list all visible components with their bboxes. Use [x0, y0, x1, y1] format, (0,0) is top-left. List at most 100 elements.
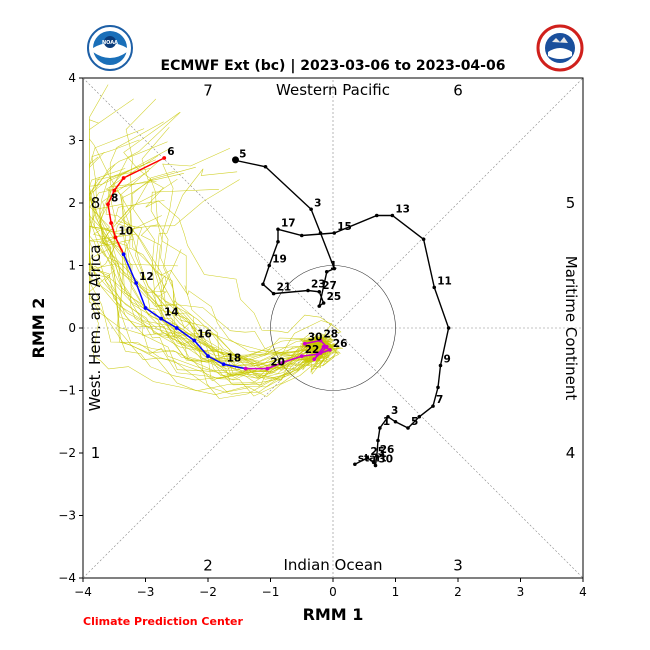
ensemble-member-line [150, 189, 325, 397]
forecast-point-label: 8 [111, 192, 118, 204]
forecast-mean-point [192, 338, 197, 343]
observed-point-label: 30 [379, 454, 394, 466]
observed-point-label: 7 [436, 394, 443, 406]
forecast-point-label: 12 [139, 271, 154, 283]
y-tick-label: 4 [68, 71, 76, 85]
x-tick-label: −3 [137, 585, 155, 599]
x-tick-label: −2 [199, 585, 217, 599]
region-label-right: Maritime Continent [562, 256, 580, 401]
observed-point-label: 25 [327, 291, 342, 303]
forecast-mean-segment [304, 339, 321, 345]
forecast-mean-point [143, 306, 148, 310]
observed-point [261, 282, 265, 287]
observed-point-label: 23 [311, 279, 326, 291]
observed-point [318, 231, 323, 235]
observed-point [406, 426, 410, 430]
ensemble-member-line [110, 170, 320, 395]
forecast-mean-segment [114, 237, 125, 255]
forecast-mean-point [327, 347, 332, 352]
forecast-mean-point [121, 252, 126, 257]
forecast-point-label: 20 [270, 357, 285, 369]
observed-point [386, 414, 390, 419]
observed-point [309, 207, 313, 212]
ensemble-member-line [89, 269, 338, 395]
observed-point [232, 156, 239, 164]
y-tick-label: 1 [68, 259, 76, 273]
forecast-mean-point [318, 338, 323, 343]
observed-point-label: 11 [437, 275, 452, 287]
observed-point-label: 1 [330, 260, 337, 272]
observed-point-label: 15 [337, 221, 352, 233]
forecast-mean-point [321, 344, 326, 349]
y-tick-label: −3 [58, 509, 76, 523]
observed-point [317, 304, 322, 308]
observed-point [432, 285, 437, 290]
observed-point [393, 419, 398, 424]
observed-point [317, 289, 322, 294]
forecast-mean-segment [193, 340, 209, 357]
observed-point-label: 19 [272, 254, 287, 266]
forecast-mean-segment [135, 282, 147, 309]
ensemble-member-line [154, 168, 321, 363]
observed-point [438, 363, 443, 368]
observed-point [374, 213, 379, 218]
observed-point [332, 266, 337, 271]
phase-number-label: 1 [91, 444, 101, 462]
observed-point [276, 239, 280, 244]
phase-number-label: 3 [453, 557, 463, 575]
phase-number-label: 4 [566, 444, 576, 462]
y-tick-label: −1 [58, 384, 76, 398]
observed-point-label: 3 [391, 405, 398, 417]
forecast-point-label: 18 [227, 352, 242, 364]
forecast-mean-point [281, 360, 285, 365]
observed-point [371, 460, 376, 465]
tracks [106, 156, 451, 468]
region-label-left: West. Hem. and Africa [86, 245, 104, 412]
observed-point-label: 9 [444, 354, 451, 366]
observed-point-label: start [358, 452, 387, 464]
observed-point [374, 454, 379, 458]
forecast-mean-point [121, 176, 126, 180]
observed-point-label: 17 [281, 217, 296, 229]
x-tick-label: −4 [74, 585, 92, 599]
national-weather-service-logo [536, 24, 584, 72]
observed-point-label: 5 [411, 416, 418, 428]
forecast-mean-point [134, 281, 139, 285]
observed-point-label: 13 [395, 204, 410, 216]
forecast-mean-segment [145, 307, 162, 320]
forecast-mean-segment [113, 177, 125, 191]
forecast-point-label: 16 [197, 329, 212, 341]
observed-point-label: 27 [322, 280, 337, 292]
observed-point-label: 25 [370, 446, 385, 458]
x-tick-label: 0 [329, 585, 337, 599]
forecast-mean-segment [107, 190, 115, 205]
observed-point [276, 227, 280, 232]
observed-point [267, 263, 272, 268]
forecast-mean-segment [160, 317, 178, 329]
forecast-point-label: 26 [333, 338, 348, 350]
forecast-point-label: 28 [324, 329, 339, 341]
observed-point [417, 414, 422, 419]
forecast-mean-point [106, 202, 110, 207]
ensemble-member-line [121, 173, 335, 369]
observed-point-label: 1 [383, 416, 390, 428]
phase-labels: 7 68 51 42 3 [91, 82, 576, 575]
forecast-mean-segment [207, 355, 224, 365]
ensemble-member-line [89, 168, 334, 359]
forecast-mean-segment [301, 353, 318, 357]
forecast-point-label: 6 [167, 146, 174, 158]
observed-point [378, 426, 382, 430]
forecast-mean-point [206, 354, 210, 359]
observed-point [332, 231, 337, 235]
forecast-mean-point [265, 366, 270, 371]
observed-point [431, 404, 435, 408]
chart-title: ECMWF Ext (bc) | 2023-03-06 to 2023-04-0… [161, 58, 506, 74]
noaa-logo: NOAA [87, 25, 133, 71]
ensemble-member-line [99, 159, 332, 371]
forecast-mean-point [112, 188, 117, 193]
y-tick-label: −4 [58, 571, 76, 585]
forecast-point-label: 30 [308, 332, 323, 344]
